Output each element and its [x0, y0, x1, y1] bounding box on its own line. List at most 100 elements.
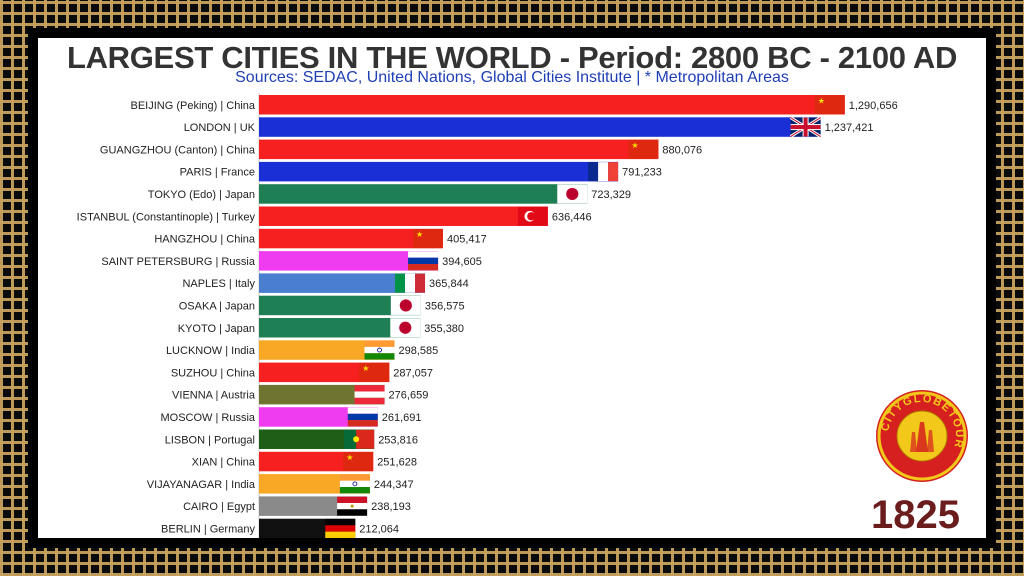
bar	[259, 273, 426, 293]
bar-row: BERLIN | Germany 212,064	[161, 518, 399, 538]
japan-flag	[390, 295, 421, 315]
value-label: 356,575	[425, 300, 465, 312]
bar	[259, 295, 421, 316]
japan-flag	[390, 318, 421, 338]
bar	[259, 318, 421, 338]
bar-row: MOSCOW | Russia 261,691	[160, 407, 422, 427]
china-flag: ★	[343, 452, 374, 472]
year-label: 1825	[871, 493, 960, 537]
category-label: TOKYO (Edo) | Japan	[148, 189, 255, 201]
japan-flag	[557, 184, 588, 204]
bar-row: CAIRO | Egypt 238,193	[183, 496, 411, 516]
category-label: MOSCOW | Russia	[160, 412, 255, 424]
category-label: OSAKA | Japan	[179, 300, 255, 312]
category-label: XIAN | China	[192, 457, 256, 469]
category-label: KYOTO | Japan	[178, 323, 255, 335]
category-label: LONDON | UK	[184, 122, 256, 134]
category-label: BERLIN | Germany	[161, 523, 255, 535]
value-label: 1,290,656	[849, 100, 898, 112]
category-label: BEIJING (Peking) | China	[130, 100, 255, 112]
bar	[259, 117, 821, 137]
svg-text:★: ★	[818, 96, 825, 105]
category-label: CAIRO | Egypt	[183, 501, 255, 513]
bar	[259, 95, 845, 115]
value-label: 880,076	[662, 144, 702, 156]
austria-flag	[354, 385, 385, 405]
portugal-flag	[344, 429, 375, 449]
bar-row: VIENNA | Austria 276,659	[172, 384, 429, 405]
germany-flag	[325, 518, 356, 538]
category-label: LISBON | Portugal	[165, 434, 255, 446]
china-flag: ★	[359, 362, 390, 382]
france-flag	[588, 162, 619, 182]
egypt-flag	[337, 496, 368, 516]
russia-flag	[408, 251, 439, 271]
value-label: 287,057	[393, 367, 433, 379]
bar-row: SAINT PETERSBURG | Russia 394,605	[101, 251, 482, 271]
bar-row: PARIS | France 791,233	[180, 161, 662, 182]
bar-row: HANGZHOU | China ★ 405,417	[154, 228, 487, 249]
value-label: 405,417	[447, 234, 487, 246]
category-label: SAINT PETERSBURG | Russia	[101, 256, 256, 268]
value-label: 253,816	[378, 434, 418, 446]
bar-row: TOKYO (Edo) | Japan 723,329	[148, 184, 631, 204]
chart-panel: LARGEST CITIES IN THE WORLD - Period: 28…	[38, 38, 986, 538]
bar	[259, 184, 588, 204]
category-label: PARIS | France	[180, 167, 255, 179]
svg-text:★: ★	[416, 230, 423, 239]
bar	[259, 362, 390, 383]
value-label: 276,659	[389, 390, 429, 402]
bar-row: LISBON | Portugal 253,816	[165, 429, 418, 449]
value-label: 394,605	[442, 256, 482, 268]
category-label: ISTANBUL (Constantinople) | Turkey	[77, 211, 256, 223]
category-label: HANGZHOU | China	[154, 234, 256, 246]
bar	[259, 384, 385, 405]
category-label: NAPLES | Italy	[182, 278, 255, 290]
value-label: 238,193	[371, 501, 411, 513]
bar	[259, 340, 395, 360]
bar-row: LUCKNOW | India 298,585	[166, 340, 438, 360]
bar-row: LONDON | UK 1,237,421	[184, 116, 874, 138]
bar-row: VIJAYANAGAR | India 244,347	[147, 474, 414, 494]
bar	[259, 228, 443, 249]
category-label: SUZHOU | China	[171, 367, 256, 379]
value-label: 355,380	[424, 323, 464, 335]
russia-flag	[347, 407, 378, 427]
value-label: 251,628	[377, 457, 417, 469]
value-label: 1,237,421	[825, 122, 874, 134]
india-flag	[339, 474, 370, 494]
bar-row: SUZHOU | China ★ 287,057	[171, 362, 433, 383]
svg-text:★: ★	[346, 453, 353, 462]
bar-row: XIAN | China ★ 251,628	[192, 451, 417, 472]
bar-row: BEIJING (Peking) | China ★ 1,290,656	[130, 95, 898, 115]
value-label: 636,446	[552, 211, 592, 223]
category-label: VIENNA | Austria	[172, 390, 256, 402]
bar-row: ISTANBUL (Constantinople) | Turkey 636,44…	[77, 206, 592, 226]
bar-row: KYOTO | Japan 355,380	[178, 318, 464, 338]
category-label: VIJAYANAGAR | India	[147, 479, 256, 491]
category-label: GUANGZHOU (Canton) | China	[100, 144, 256, 156]
uk-flag	[789, 116, 822, 138]
chart-title: LARGEST CITIES IN THE WORLD - Period: 28…	[66, 40, 958, 75]
category-label: LUCKNOW | India	[166, 345, 256, 357]
bar-chart: BEIJING (Peking) | China ★ 1,290,656 LONDON…	[77, 93, 898, 538]
china-flag: ★	[814, 95, 845, 115]
italy-flag	[395, 273, 426, 293]
bar-row: GUANGZHOU (Canton) | China ★ 880,076	[100, 139, 702, 160]
value-label: 261,691	[382, 412, 422, 424]
value-label: 244,347	[374, 479, 414, 491]
bar	[259, 139, 659, 160]
value-label: 791,233	[622, 167, 662, 179]
city-globe-tour-logo: CITYGLOBETOUR	[876, 390, 968, 482]
bar-row: OSAKA | Japan 356,575	[179, 295, 465, 316]
bar-row: NAPLES | Italy 365,844	[182, 273, 469, 293]
india-flag	[364, 340, 395, 360]
value-label: 365,844	[429, 278, 469, 290]
china-flag: ★	[628, 139, 659, 159]
svg-text:★: ★	[362, 364, 369, 373]
bar	[259, 161, 619, 182]
value-label: 723,329	[591, 189, 631, 201]
turkey-flag	[517, 206, 548, 226]
value-label: 212,064	[359, 523, 399, 535]
bar	[259, 206, 548, 226]
